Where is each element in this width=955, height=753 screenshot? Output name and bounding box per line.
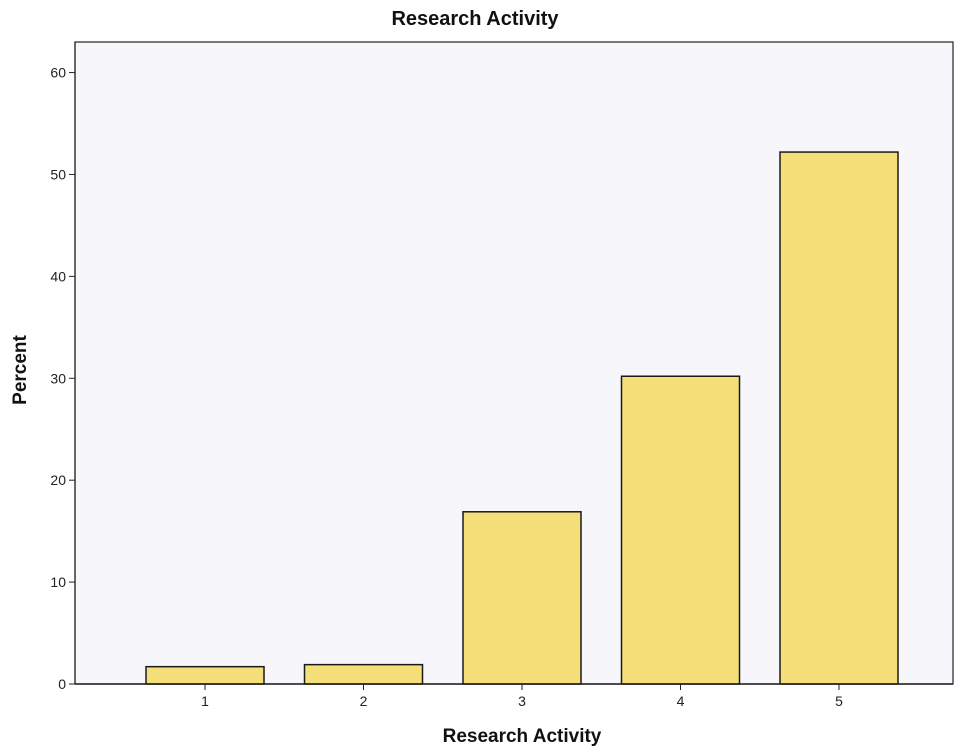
x-tick-label-5: 5 (835, 693, 843, 709)
bar-4 (620, 375, 741, 685)
x-tick-label-4: 4 (677, 693, 685, 709)
y-tick-label-60: 60 (50, 65, 66, 81)
bars-group (145, 151, 899, 685)
y-tick-label-20: 20 (50, 472, 66, 488)
y-tick-label-30: 30 (50, 370, 66, 386)
bar-5 (779, 151, 899, 685)
y-axis: 0 10 20 30 40 50 60 (50, 42, 76, 692)
y-tick-label-40: 40 (50, 268, 66, 284)
y-axis-label: Percent (10, 334, 31, 404)
chart-title: Research Activity (391, 8, 559, 30)
y-tick-label-10: 10 (50, 574, 66, 590)
x-tick-label-1: 1 (201, 693, 209, 709)
x-axis-label: Research Activity (443, 726, 602, 747)
x-tick-label-2: 2 (360, 693, 368, 709)
y-tick-label-50: 50 (50, 166, 66, 182)
bar-1 (145, 665, 265, 685)
x-tick-label-3: 3 (518, 693, 526, 709)
bar-2 (303, 663, 424, 685)
bar-3 (462, 511, 582, 685)
y-tick-label-0: 0 (58, 676, 66, 692)
x-axis: 1 2 3 4 5 (75, 683, 953, 709)
